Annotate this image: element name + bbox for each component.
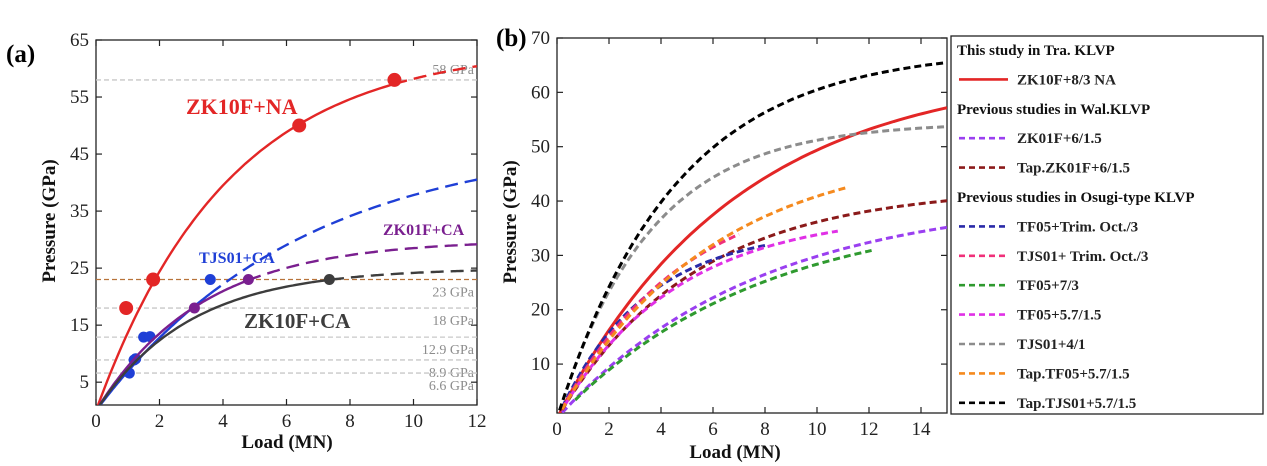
panel-b-legend: This study in Tra. KLVP ZK10F+8/3 NA Previ… (950, 35, 1264, 415)
y-tick-label: 20 (531, 300, 550, 321)
data-point (188, 302, 200, 314)
legend-entry-label: TJS01+4/1 (1017, 337, 1086, 353)
legend-entry-label: Tap.TF05+5.7/1.5 (1017, 366, 1130, 382)
series-line-solid (98, 278, 332, 405)
x-tick-label: 12 (860, 419, 879, 440)
panel-b-plot: 0 2 4 6 8 10 12 14 10 20 30 40 50 60 70 (531, 28, 948, 440)
x-tick-label: 8 (345, 411, 355, 432)
y-tick-label: 10 (531, 354, 550, 375)
data-point (146, 272, 161, 287)
series-annotation: ZK01F+CA (383, 222, 465, 239)
y-tick-label: 65 (70, 30, 89, 51)
series-line-dashed (248, 243, 477, 282)
data-point (323, 274, 335, 286)
y-tick-label: 5 (80, 372, 90, 393)
legend-entry-label: TJS01+ Trim. Oct./3 (1017, 249, 1148, 265)
x-tick-label: 6 (708, 419, 718, 440)
reference-line-label: 12.9 GPa (422, 343, 475, 358)
data-point (242, 274, 254, 286)
legend-frame (950, 35, 1264, 415)
reference-line-label: 18 GPa (432, 314, 474, 329)
legend-entry-label: TF05+Trim. Oct./3 (1017, 219, 1138, 235)
series-line (560, 243, 768, 409)
series-line (558, 106, 947, 413)
panel-a-label: (a) (6, 41, 35, 68)
series-line-dashed (330, 269, 477, 281)
data-point (204, 274, 216, 286)
plot-frame (556, 37, 948, 414)
x-tick-label: 12 (468, 411, 487, 432)
y-tick-label: 55 (70, 87, 89, 108)
legend-entry-label: Tap.ZK01F+6/1.5 (1017, 161, 1130, 177)
legend-entry-label: ZK10F+8/3 NA (1017, 72, 1116, 88)
series-annotation: ZK10F+CA (244, 309, 351, 333)
series-line (560, 199, 947, 411)
y-tick-label: 35 (70, 201, 89, 222)
series-line (574, 248, 872, 402)
x-tick-label: 0 (552, 419, 562, 440)
x-tick-label: 2 (604, 419, 614, 440)
x-tick-label: 10 (808, 419, 827, 440)
series-line (563, 229, 839, 406)
data-point (387, 72, 402, 87)
series-line-dashed (394, 65, 477, 86)
legend-group-heading: Previous studies in Wal.KLVP (957, 102, 1150, 118)
y-tick-label: 45 (70, 144, 89, 165)
legend-group-heading: Previous studies in Osugi-type KLVP (957, 190, 1195, 206)
reference-line-label: 23 GPa (432, 286, 474, 301)
panel-b-label: (b) (496, 25, 527, 52)
x-tick-label: 2 (155, 411, 165, 432)
data-point (119, 301, 134, 316)
series-line-solid (98, 278, 249, 405)
panel-a-ylabel: Pressure (GPa) (39, 159, 60, 282)
x-tick-label: 14 (912, 419, 932, 440)
series-line (560, 232, 740, 410)
panel-a-xlabel: Load (MN) (241, 432, 332, 453)
series-annotation: TJS01+CA (199, 250, 275, 267)
series-line-dashed (209, 178, 477, 295)
x-tick-label: 10 (404, 411, 423, 432)
x-tick-label: 4 (218, 411, 228, 432)
legend-group-heading: This study in Tra. KLVP (957, 43, 1115, 59)
y-tick-label: 40 (531, 191, 550, 212)
series-line (558, 125, 947, 411)
reference-line-label: 6.6 GPa (429, 379, 475, 394)
data-point (292, 118, 307, 133)
series-line (561, 225, 947, 413)
legend-entry-label: TF05+7/3 (1017, 278, 1079, 294)
legend-entry-label: Tap.TJS01+5.7/1.5 (1017, 396, 1136, 412)
y-tick-label: 50 (531, 137, 550, 158)
x-tick-label: 8 (760, 419, 770, 440)
series-line-solid (96, 82, 395, 405)
series-line (560, 186, 846, 411)
y-tick-label: 30 (531, 245, 550, 266)
x-tick-label: 4 (656, 419, 666, 440)
y-tick-label: 25 (70, 258, 89, 279)
data-point (144, 331, 156, 343)
series-annotation: ZK10F+NA (186, 94, 298, 119)
x-tick-label: 6 (282, 411, 292, 432)
panel-b-ylabel: Pressure (GPa) (500, 160, 521, 283)
x-tick-label: 0 (91, 411, 101, 432)
y-tick-label: 60 (531, 82, 550, 103)
y-tick-label: 70 (531, 28, 550, 49)
legend-entry-label: TF05+5.7/1.5 (1017, 308, 1101, 324)
y-tick-label: 15 (70, 315, 89, 336)
legend-entry-label: ZK01F+6/1.5 (1017, 131, 1102, 147)
panel-b-xlabel: Load (MN) (689, 442, 780, 463)
series-line (558, 61, 947, 411)
